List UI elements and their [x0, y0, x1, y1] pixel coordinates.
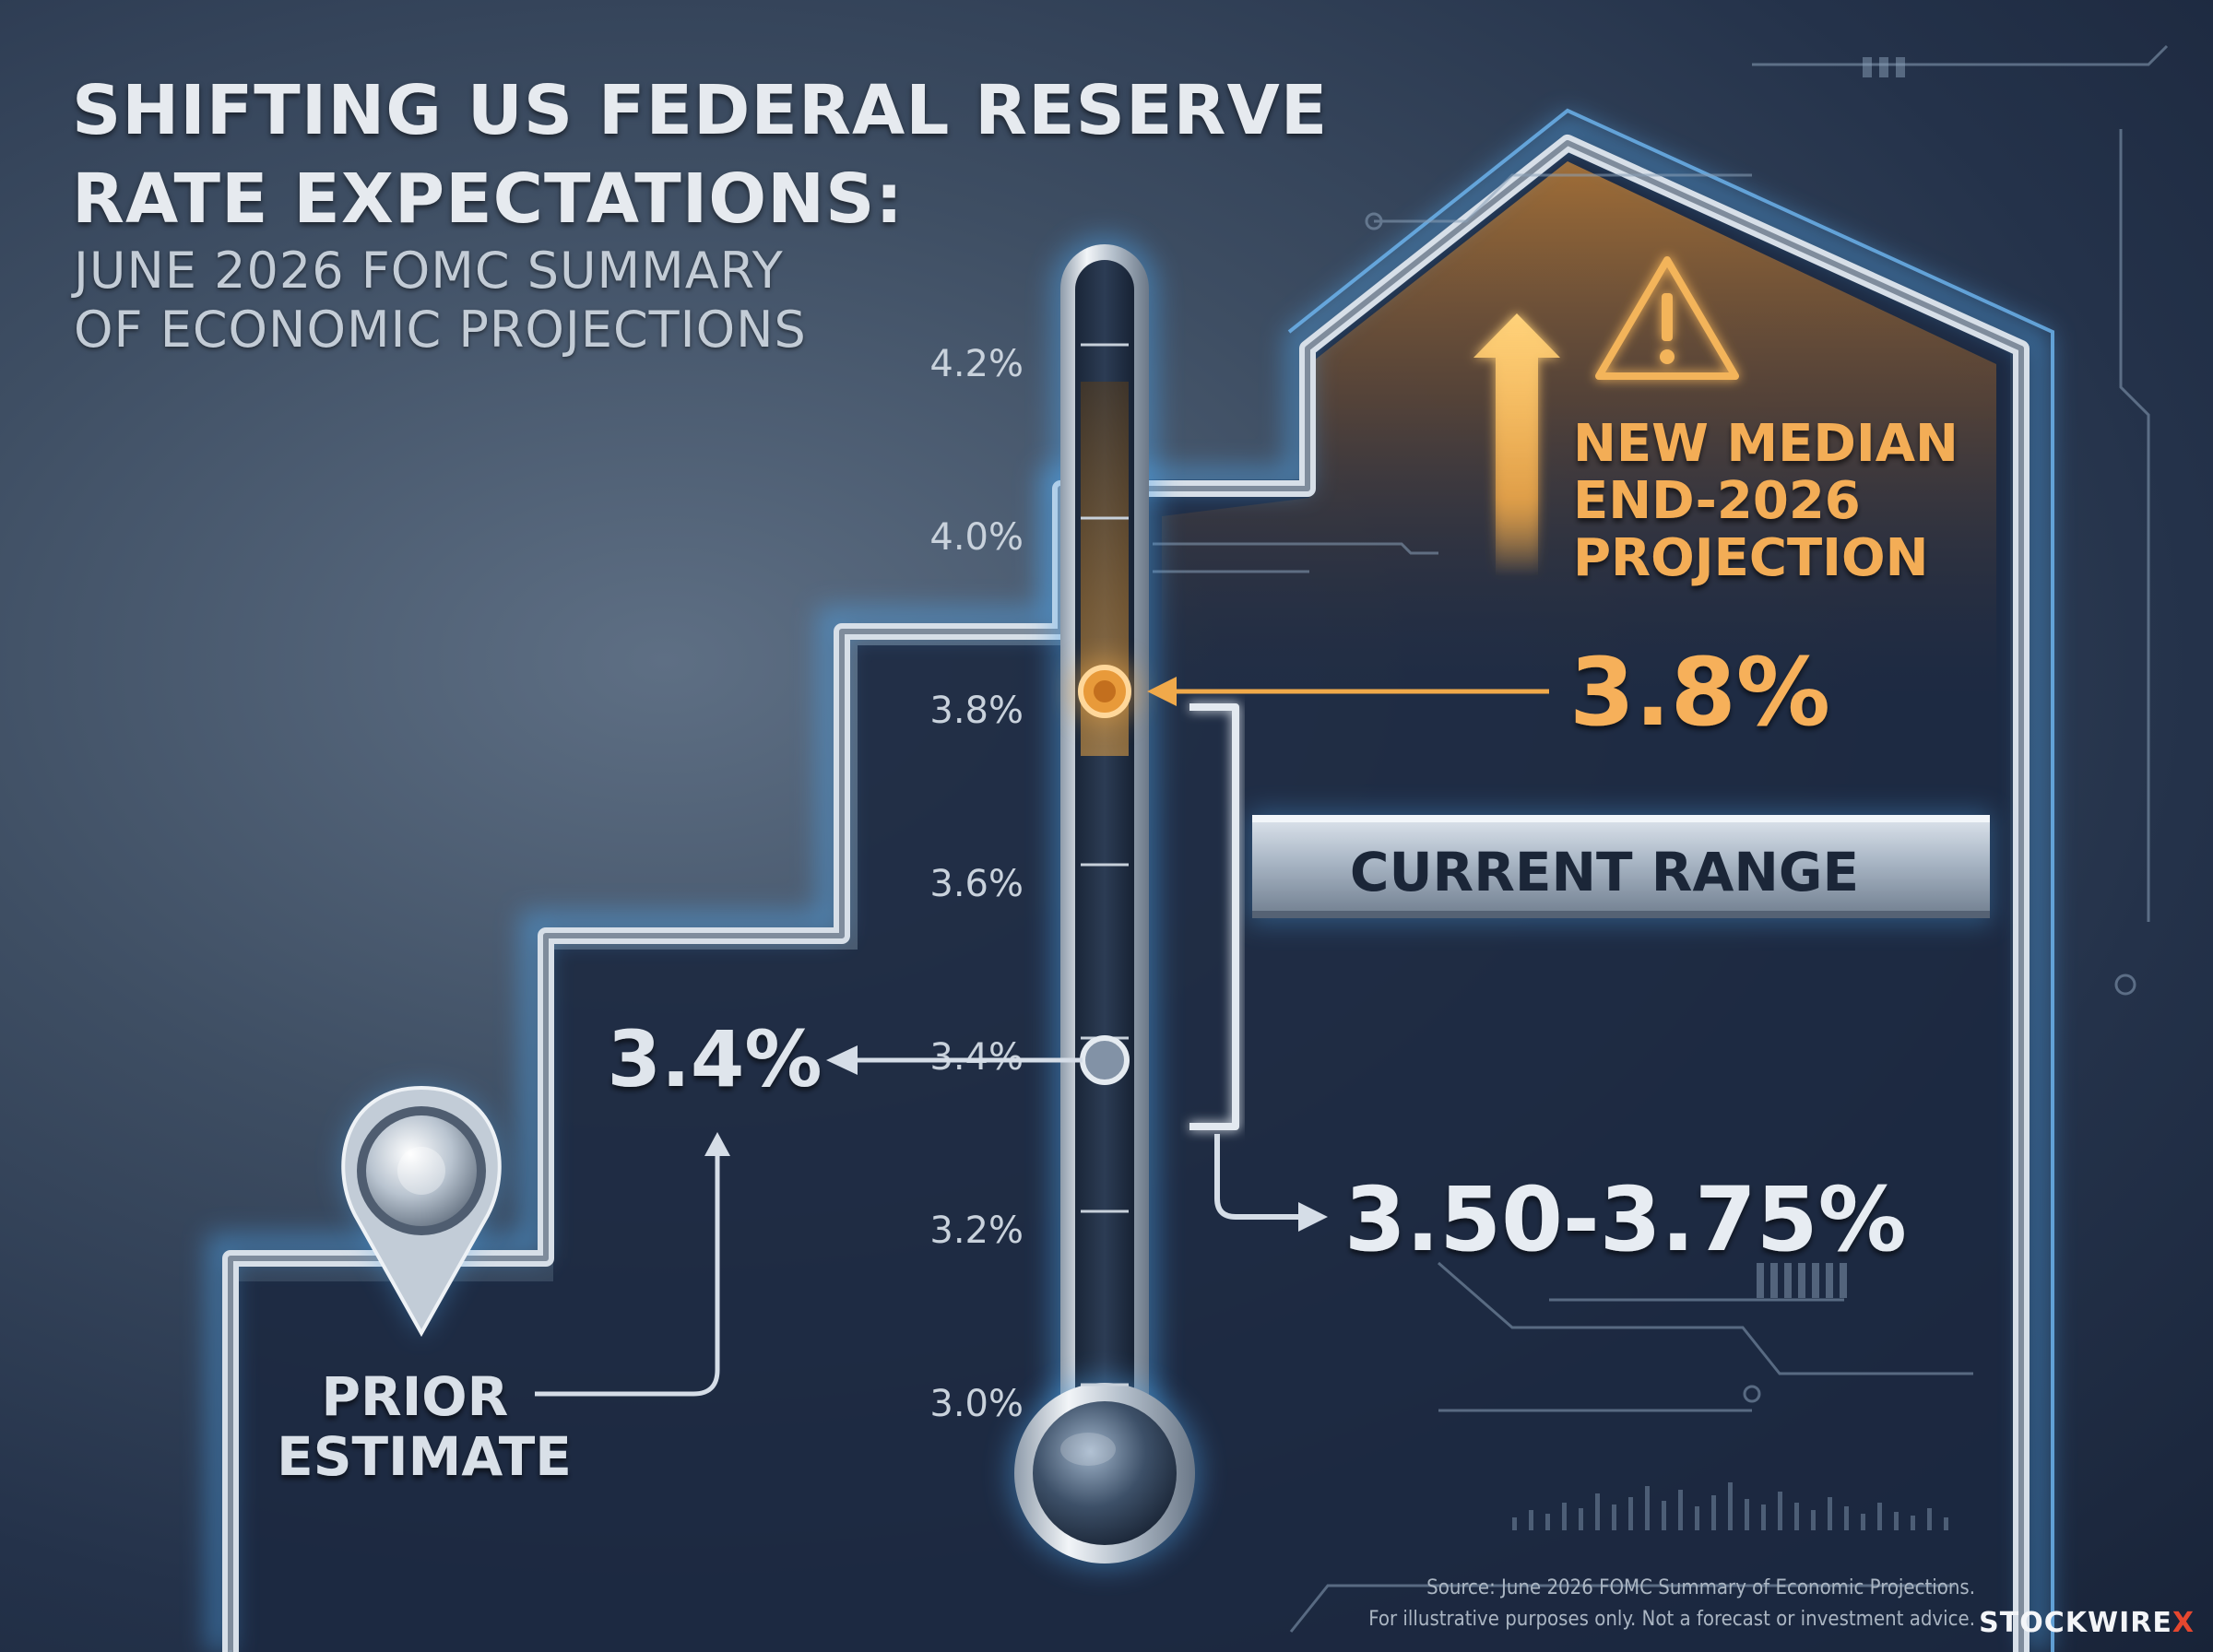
current-range-label: CURRENT RANGE — [1350, 841, 1859, 903]
equalizer-bar — [1861, 1514, 1865, 1530]
prior-label-connector — [535, 1148, 720, 1397]
equalizer-bar — [1645, 1486, 1650, 1530]
new-median-label-line: NEW MEDIAN — [1573, 414, 1959, 474]
equalizer-bar — [1678, 1490, 1683, 1530]
prior-estimate-label-line: ESTIMATE — [277, 1425, 572, 1488]
axis-tick-labels: 3.0% 3.2% 3.4% 3.6% 3.8% 4.0% 4.2% — [929, 343, 1024, 1425]
subtitle-line: JUNE 2026 FOMC SUMMARY — [74, 242, 784, 300]
prior-estimate-arrow-head — [826, 1045, 858, 1075]
equalizer-bar — [1695, 1506, 1699, 1530]
equalizer-bar — [1761, 1504, 1766, 1530]
circuit-decor — [229, 44, 2169, 1652]
brand-name: STOCKWIRE — [1979, 1607, 2172, 1639]
prior-estimate-label: PRIOR ESTIMATE — [277, 1365, 572, 1488]
equalizer-bar — [1562, 1503, 1567, 1530]
warning-icon — [1595, 256, 1739, 380]
new-median-label-line: PROJECTION — [1573, 528, 1928, 588]
new-median-value: 3.8% — [1569, 638, 1830, 748]
axis-tick-label: 4.0% — [929, 516, 1024, 559]
equalizer-bar — [1794, 1503, 1799, 1530]
title-line: SHIFTING US FEDERAL RESERVE — [72, 71, 1329, 150]
thermometer — [1008, 235, 1201, 1570]
axis-tick-label: 3.8% — [929, 690, 1024, 732]
source-line: Source: June 2026 FOMC Summary of Econom… — [1426, 1576, 1975, 1599]
prior-label-connector-head — [704, 1132, 730, 1156]
equalizer-bar — [1579, 1508, 1583, 1530]
page-title: SHIFTING US FEDERAL RESERVE RATE EXPECTA… — [72, 66, 1328, 243]
axis-tick-label: 3.0% — [929, 1383, 1024, 1425]
equalizer-bar — [1894, 1512, 1899, 1530]
equalizer-bar — [1877, 1503, 1882, 1530]
equalizer-bar — [1711, 1495, 1716, 1530]
prior-estimate-marker — [826, 1035, 1130, 1085]
disclaimer-line: For illustrative purposes only. Not a fo… — [1368, 1608, 1975, 1631]
source-note: Source: June 2026 FOMC Summary of Econom… — [1368, 1573, 1975, 1635]
range-connector-arrow — [1214, 1134, 1300, 1220]
up-arrow-icon — [1473, 313, 1560, 576]
page-subtitle: JUNE 2026 FOMC SUMMARY OF ECONOMIC PROJE… — [74, 242, 807, 360]
new-median-marker — [1071, 658, 1549, 725]
equalizer-bar — [1844, 1506, 1849, 1530]
equalizer-bar — [1628, 1497, 1633, 1530]
equalizer-bar — [1911, 1516, 1915, 1530]
equalizer-bar — [1927, 1508, 1932, 1530]
equalizer-bar — [1828, 1497, 1832, 1530]
brand-logo: STOCKWIREX — [1979, 1607, 2195, 1639]
axis-tick-label: 3.6% — [929, 863, 1024, 905]
equalizer-bar — [1512, 1517, 1517, 1530]
equalizer-bar — [1811, 1510, 1816, 1530]
axis-tick-label: 3.4% — [929, 1036, 1024, 1079]
prior-estimate-dot — [1080, 1035, 1130, 1085]
new-median-arrow-head — [1147, 677, 1177, 706]
subtitle-line: OF ECONOMIC PROJECTIONS — [74, 301, 807, 359]
current-range-banner: CURRENT RANGE — [1249, 811, 1992, 924]
range-bracket — [1189, 703, 1239, 1130]
equalizer-bar — [1545, 1514, 1550, 1530]
equalizer-bar — [1612, 1504, 1616, 1530]
title-line: RATE EXPECTATIONS: — [72, 159, 904, 239]
stripe-decor — [1757, 57, 1905, 1298]
new-median-label-line: END-2026 — [1573, 471, 1861, 531]
equalizer-bar — [1944, 1517, 1948, 1530]
axis-tick-label: 4.2% — [929, 343, 1024, 385]
brand-suffix: X — [2172, 1607, 2195, 1639]
current-range-value: 3.50-3.75% — [1344, 1168, 1907, 1271]
location-pin-icon — [339, 1085, 503, 1338]
equalizer-bar — [1595, 1493, 1600, 1530]
prior-estimate-value: 3.4% — [608, 1014, 822, 1104]
equalizer-bar — [1745, 1499, 1749, 1530]
equalizer-bar — [1662, 1501, 1666, 1530]
equalizer-decor — [1512, 1482, 1948, 1530]
new-median-label: NEW MEDIAN END-2026 PROJECTION — [1573, 414, 1976, 588]
prior-estimate-label-line: PRIOR — [322, 1365, 509, 1428]
equalizer-bar — [1728, 1482, 1733, 1530]
projection-glow-zone — [1162, 161, 1996, 701]
axis-tick-label: 3.2% — [929, 1210, 1024, 1252]
equalizer-bar — [1778, 1492, 1782, 1530]
range-arrow-head — [1298, 1202, 1328, 1232]
equalizer-bar — [1529, 1510, 1533, 1530]
